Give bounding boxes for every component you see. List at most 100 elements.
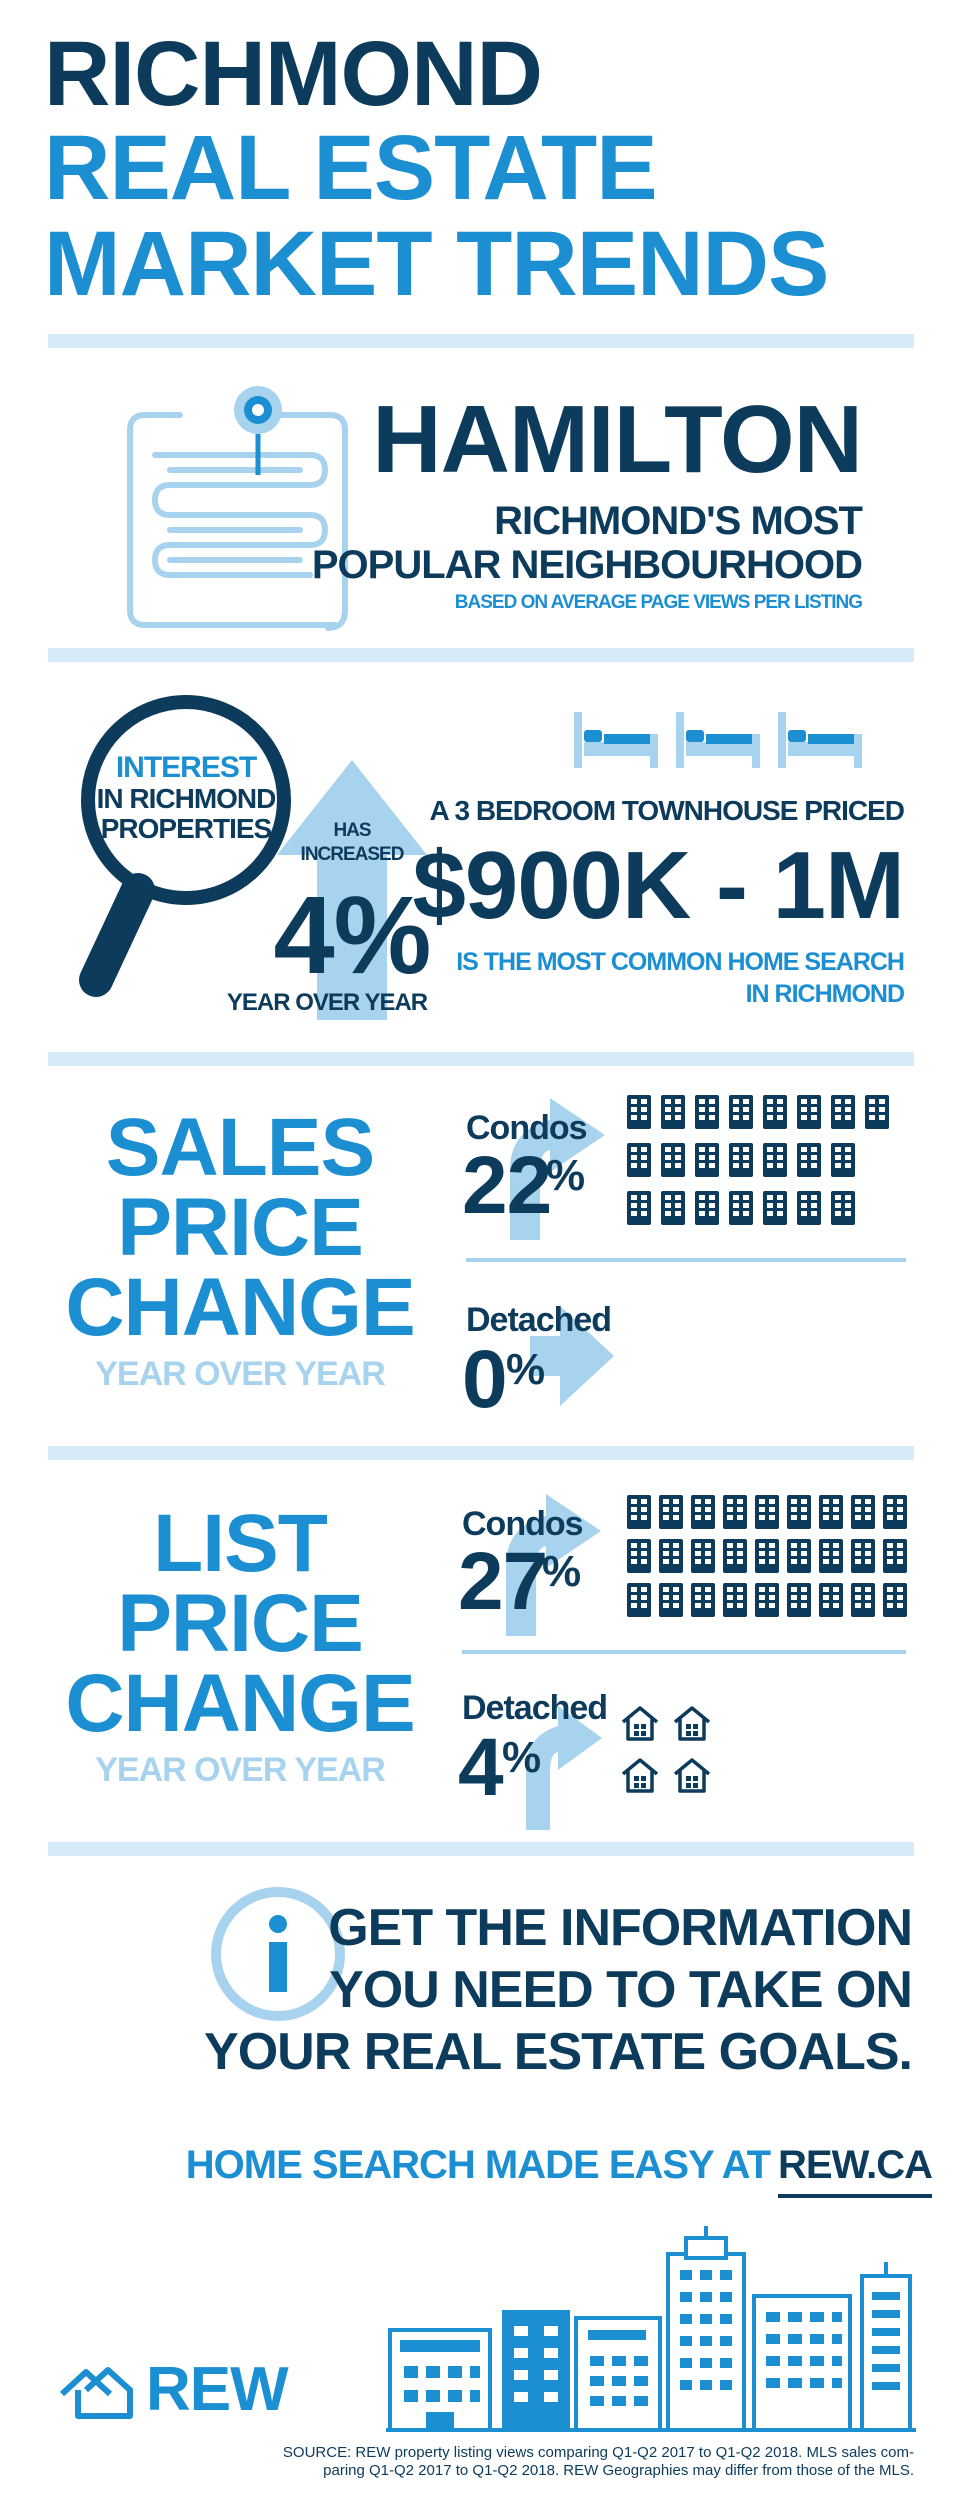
scroll-map-icon [127, 386, 348, 631]
building-icon [787, 1495, 811, 1529]
building-icon [851, 1539, 875, 1573]
building-icon [729, 1095, 753, 1129]
map-pin-icon [234, 386, 282, 475]
house-grid [620, 1704, 712, 1794]
building-icon [723, 1495, 747, 1529]
building-icon [883, 1495, 907, 1529]
building-icon [627, 1539, 651, 1573]
interest-has: HAS [333, 820, 371, 841]
neighbourhood-subtitle-2: POPULAR NEIGHBOURHOOD [311, 543, 863, 587]
up-arrow-icon [526, 1706, 602, 1830]
building-icon [831, 1191, 855, 1225]
townhouse-price: $900K - 1M [412, 832, 905, 939]
cta-link[interactable]: REW.CA [778, 2144, 933, 2198]
house-icon [621, 1706, 659, 1741]
building-icon [819, 1495, 843, 1529]
bed-icon [574, 712, 658, 768]
city-skyline-icon [386, 2226, 916, 2432]
townhouse-line-3: IN RICHMOND [745, 980, 905, 1008]
townhouse-line-2: IS THE MOST COMMON HOME SEARCH [456, 948, 905, 976]
list-separator [462, 1650, 906, 1654]
list-title-3: CHANGE [65, 1658, 415, 1749]
up-arrow-icon [506, 1494, 601, 1636]
list-condos-label: Condos [462, 1505, 584, 1543]
list-detached-label: Detached [462, 1689, 608, 1727]
building-icon [755, 1495, 779, 1529]
cta-line-2: YOU NEED TO TAKE ON [329, 1961, 913, 2019]
cta-line-1: GET THE INFORMATION [328, 1899, 913, 1957]
building-icon [797, 1095, 821, 1129]
building-icon [723, 1583, 747, 1617]
building-icon [883, 1539, 907, 1573]
interest-label-2: IN RICHMOND [96, 783, 277, 814]
list-condos-pct: % [542, 1547, 581, 1596]
condo-building-grid [626, 1494, 908, 1618]
condo-building-grid [626, 1094, 890, 1226]
building-icon [787, 1583, 811, 1617]
building-icon [691, 1495, 715, 1529]
sales-title-3: CHANGE [65, 1262, 415, 1353]
source-line-2: paring Q1-Q2 2017 to Q1-Q2 2018. REW Geo… [323, 2462, 914, 2479]
interest-period: YEAR OVER YEAR [226, 989, 428, 1016]
house-icon [673, 1706, 711, 1741]
title-line-2: REAL ESTATE [44, 117, 658, 219]
building-icon [797, 1143, 821, 1177]
list-title-1: LIST [153, 1498, 328, 1589]
neighbourhood-subtitle-1: RICHMOND'S MOST [494, 499, 863, 543]
source-line-1: SOURCE: REW property listing views compa… [282, 2444, 914, 2461]
sales-period: YEAR OVER YEAR [95, 1355, 386, 1393]
building-icon [661, 1095, 685, 1129]
up-arrow-icon [510, 1098, 605, 1240]
building-icon [819, 1583, 843, 1617]
list-title-2: PRICE [117, 1578, 364, 1669]
building-icon [787, 1539, 811, 1573]
building-icon [659, 1495, 683, 1529]
building-icon [695, 1095, 719, 1129]
sales-condos-value: 22 [462, 1140, 552, 1231]
building-icon [661, 1143, 685, 1177]
neighbourhood-note: BASED ON AVERAGE PAGE VIEWS PER LISTING [454, 592, 863, 613]
house-icon [673, 1758, 711, 1793]
rew-logo-icon [59, 2367, 133, 2419]
building-icon [723, 1539, 747, 1573]
building-icon [831, 1143, 855, 1177]
right-arrow-icon [530, 1306, 614, 1406]
sales-detached-pct: % [506, 1345, 545, 1394]
building-icon [695, 1191, 719, 1225]
building-icon [851, 1583, 875, 1617]
sales-separator [466, 1258, 906, 1262]
interest-label-1: INTEREST [115, 751, 257, 784]
sales-detached-value: 0 [462, 1334, 508, 1425]
interest-increased: INCREASED [300, 844, 405, 865]
building-icon [659, 1583, 683, 1617]
building-icon [831, 1095, 855, 1129]
building-icon [691, 1539, 715, 1573]
building-icon [883, 1583, 907, 1617]
building-icon [729, 1191, 753, 1225]
cta-line-3: YOUR REAL ESTATE GOALS. [204, 2023, 913, 2081]
building-icon [627, 1143, 651, 1177]
rew-logo-text: REW [146, 2355, 289, 2424]
building-icon [627, 1583, 651, 1617]
list-condos-value: 27 [458, 1536, 548, 1627]
sales-detached-label: Detached [466, 1301, 612, 1339]
title-line-3: MARKET TRENDS [44, 213, 829, 315]
building-icon [659, 1539, 683, 1573]
divider-1 [48, 334, 914, 348]
up-arrow-icon [277, 760, 427, 1020]
building-icon [661, 1191, 685, 1225]
bed-icon [676, 712, 760, 768]
list-detached-pct: % [502, 1733, 541, 1782]
divider-2 [48, 648, 914, 662]
interest-label-3: PROPERTIES [100, 813, 272, 844]
building-icon [763, 1191, 787, 1225]
list-detached-value: 4 [458, 1722, 504, 1813]
sales-condos-label: Condos [466, 1109, 588, 1147]
house-icon [621, 1758, 659, 1793]
building-icon [627, 1495, 651, 1529]
info-icon [211, 1887, 345, 2021]
divider-4 [48, 1446, 914, 1460]
building-icon [819, 1539, 843, 1573]
building-icon [755, 1539, 779, 1573]
building-icon [763, 1095, 787, 1129]
